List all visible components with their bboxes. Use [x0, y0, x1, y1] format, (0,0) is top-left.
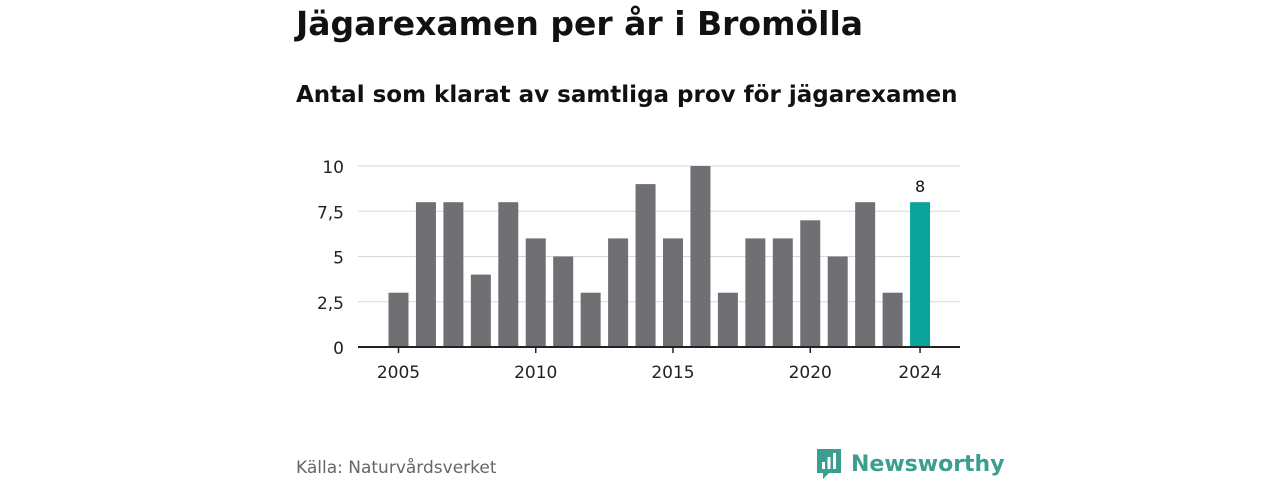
bar-2018 [745, 238, 766, 347]
y-tick-label: 2,5 [317, 294, 344, 314]
axes: 0 2,5 5 7,5 10 8 2005 2010 2015 2020 2024 [317, 158, 960, 383]
y-tick-label: 0 [333, 339, 344, 359]
bar-2021 [827, 256, 848, 347]
bar-2009 [498, 202, 519, 347]
bar-2024 [910, 202, 931, 347]
bar-2013 [608, 238, 629, 347]
bar-2007 [443, 202, 464, 347]
chart-card: Jägarexamen per år i Bromölla Antal som … [296, 0, 1005, 480]
bar-2010 [525, 238, 546, 347]
bar-2016 [690, 166, 711, 347]
bar-2023 [882, 292, 903, 347]
bars [388, 166, 931, 347]
bar-2017 [717, 292, 738, 347]
bar-2014 [635, 184, 656, 347]
bar-2020 [800, 220, 821, 347]
bar-2005 [388, 292, 409, 347]
bar-2008 [470, 274, 491, 347]
bar-2006 [415, 202, 436, 347]
x-tick-label: 2015 [651, 363, 694, 383]
bar-2011 [553, 256, 574, 347]
newsworthy-logo-text: Newsworthy [851, 451, 1005, 477]
x-tick-label: 2024 [898, 363, 941, 383]
source-note: Källa: Naturvårdsverket [296, 458, 497, 478]
x-tick-label: 2010 [514, 363, 557, 383]
x-tick-label: 2005 [377, 363, 420, 383]
x-tick-label: 2020 [789, 363, 832, 383]
newsworthy-logo[interactable]: Newsworthy [815, 447, 1005, 481]
y-tick-label: 7,5 [317, 203, 344, 223]
bar-2015 [663, 238, 683, 347]
bar-chart: 0 2,5 5 7,5 10 8 2005 2010 2015 2020 2024 [317, 158, 960, 383]
bar-2022 [855, 202, 876, 347]
chart-title: Jägarexamen per år i Bromölla [296, 4, 864, 43]
newsworthy-logo-icon [817, 449, 841, 479]
y-tick-label: 5 [333, 249, 344, 269]
data-label: 8 [915, 177, 925, 196]
bar-2019 [772, 238, 793, 347]
bar-2012 [580, 292, 601, 347]
chart-subtitle: Antal som klarat av samtliga prov för jä… [296, 82, 958, 108]
y-tick-label: 10 [322, 158, 344, 178]
